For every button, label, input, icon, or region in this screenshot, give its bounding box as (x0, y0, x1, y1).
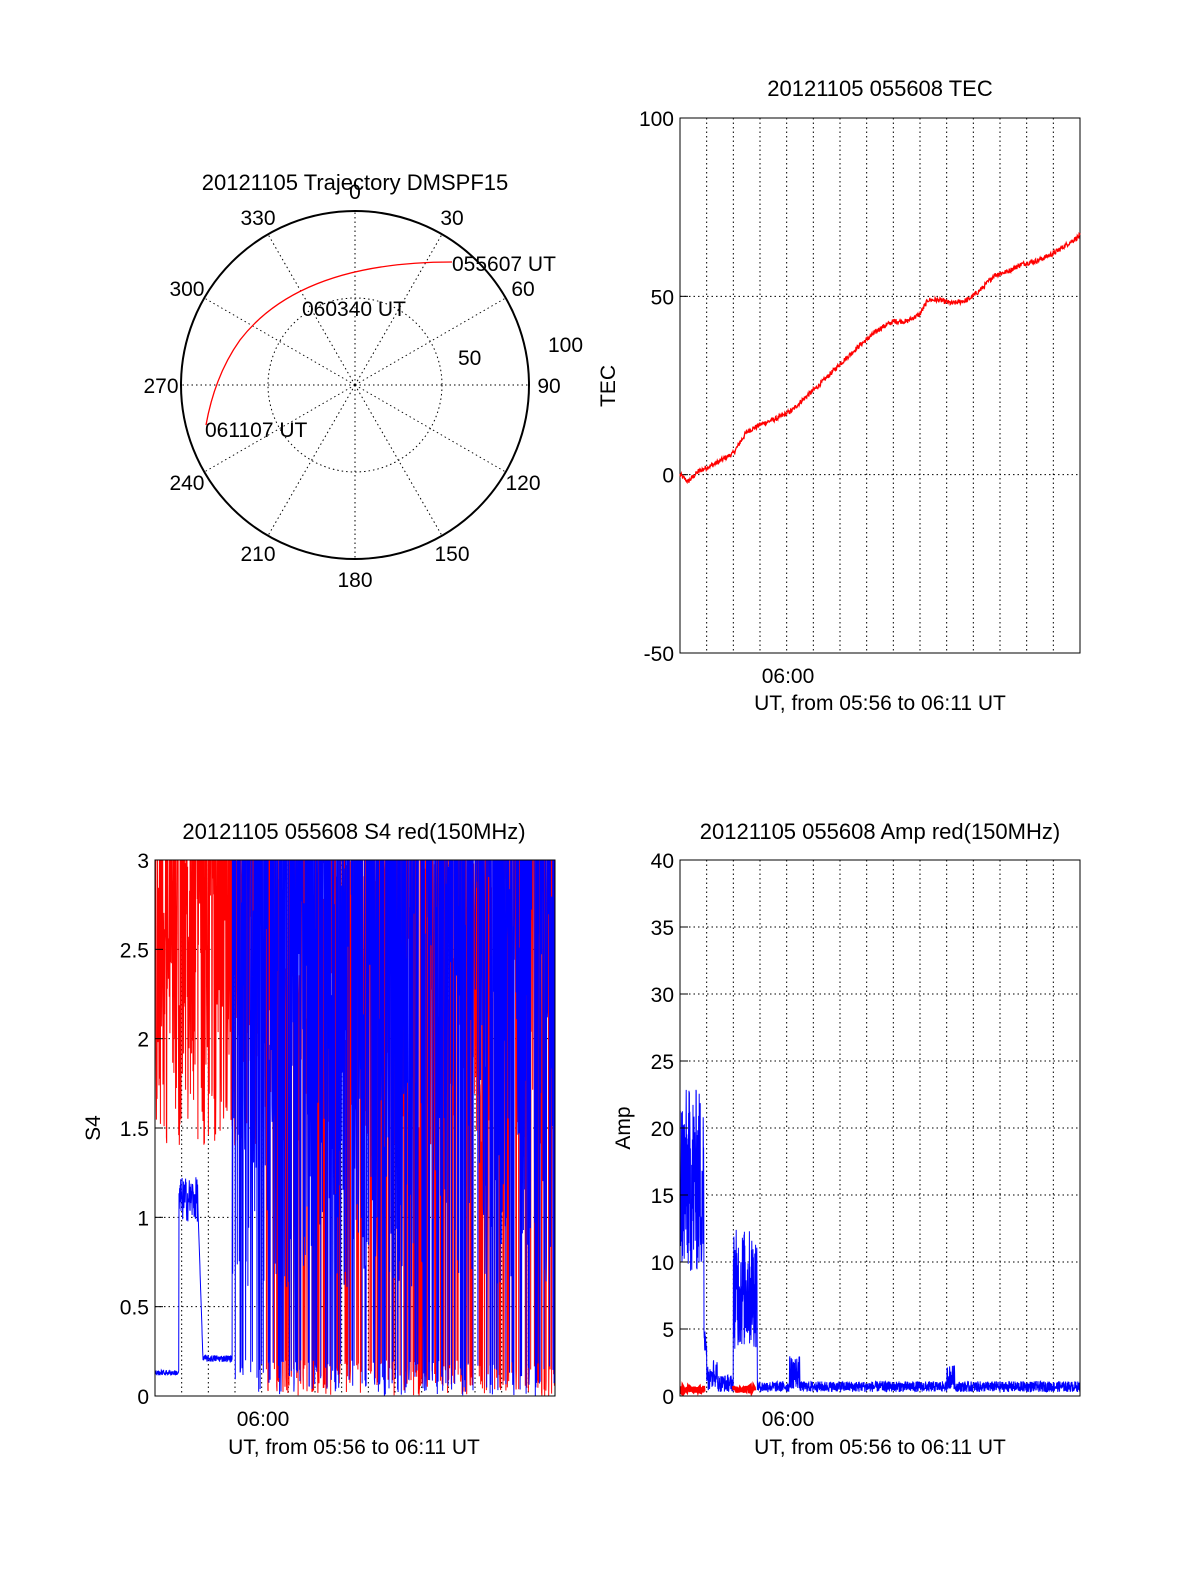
amp-blue-line (680, 1089, 1080, 1393)
y-tick: 20 (651, 1118, 674, 1141)
amp-red-segment (731, 1380, 757, 1396)
amp-ylabel: Amp (612, 1106, 635, 1149)
polar-grid (180, 210, 530, 560)
amp-y-ticks: 0 5 10 15 20 25 30 35 40 (651, 850, 688, 1409)
y-tick: 30 (651, 984, 674, 1007)
polar-annotation-start: 055607 UT (452, 253, 556, 276)
y-tick: 0.5 (120, 1297, 149, 1320)
polar-spoke (267, 234, 356, 386)
tec-ylabel: TEC (597, 365, 620, 407)
polar-azimuth-tick: 60 (511, 278, 534, 301)
polar-azimuth-tick: 240 (169, 472, 204, 495)
s4-red-series (155, 860, 555, 1396)
polar-azimuth-tick: 300 (169, 278, 204, 301)
y-tick: 2.5 (120, 939, 149, 962)
tec-grid (680, 117, 1080, 654)
s4-red-line (155, 860, 555, 1396)
polar-azimuth-tick: 180 (337, 569, 372, 592)
amp-red-segment (680, 1381, 706, 1396)
s4-blue-line (155, 860, 555, 1396)
polar-title: 20121105 Trajectory DMSPF15 (202, 170, 509, 195)
polar-spoke (204, 384, 356, 473)
polar-azimuth-ticks: 0 30 60 90 120 150 180 210 240 270 300 330 (143, 181, 560, 592)
polar-spoke (354, 384, 443, 536)
polar-outer-circle (180, 210, 530, 560)
s4-title: 20121105 055608 S4 red(150MHz) (182, 819, 525, 844)
y-tick: 1 (137, 1207, 149, 1230)
y-tick: 50 (651, 286, 674, 309)
polar-annotation-mid: 060340 UT (302, 298, 406, 321)
tec-x-tick-0600: 06:00 (762, 665, 815, 688)
polar-azimuth-tick: 270 (143, 375, 178, 398)
polar-spoke (204, 297, 356, 386)
tec-y-ticks: -50 0 50 100 (639, 108, 688, 666)
tec-xlabel: UT, from 05:56 to 06:11 UT (754, 692, 1006, 715)
y-tick: -50 (644, 643, 674, 666)
polar-azimuth-tick: 30 (440, 207, 463, 230)
y-tick: 0 (662, 465, 674, 488)
s4-panel: 20121105 055608 S4 red(150MHz) 0 0.5 1 1.5 2… (82, 819, 556, 1459)
tec-title: 20121105 055608 TEC (767, 76, 993, 101)
polar-azimuth-tick: 330 (240, 207, 275, 230)
polar-radial-tick-50: 50 (458, 347, 481, 370)
polar-azimuth-tick: 90 (537, 375, 560, 398)
polar-spoke (354, 234, 443, 386)
amp-blue-series (680, 1089, 1080, 1393)
y-tick: 2 (137, 1029, 149, 1052)
polar-azimuth-tick: 120 (505, 472, 540, 495)
y-tick: 40 (651, 850, 674, 873)
y-tick: 35 (651, 917, 674, 940)
polar-azimuth-tick: 210 (240, 543, 275, 566)
y-tick: 1.5 (120, 1118, 149, 1141)
polar-panel: 20121105 Trajectory DMSPF15 0 30 60 90 120 15… (143, 170, 583, 592)
y-tick: 25 (651, 1051, 674, 1074)
polar-azimuth-tick: 150 (434, 543, 469, 566)
y-tick: 0 (137, 1386, 149, 1409)
y-tick: 3 (137, 850, 149, 873)
tec-panel: 20121105 055608 TEC -50 0 50 100 06:00 UT, … (597, 76, 1081, 715)
amp-title: 20121105 055608 Amp red(150MHz) (700, 819, 1060, 844)
s4-ylabel: S4 (82, 1115, 105, 1141)
y-tick: 100 (639, 108, 674, 131)
y-tick: 0 (662, 1386, 674, 1409)
y-tick: 15 (651, 1185, 674, 1208)
y-tick: 5 (662, 1319, 674, 1342)
amp-panel: 20121105 055608 Amp red(150MHz) 0 5 10 15 20… (612, 819, 1081, 1459)
s4-blue-series (155, 860, 555, 1396)
polar-spoke (267, 384, 356, 536)
polar-azimuth-tick: 0 (349, 181, 361, 204)
y-tick: 10 (651, 1252, 674, 1275)
polar-spoke (354, 384, 506, 473)
s4-x-tick-0600: 06:00 (237, 1408, 290, 1431)
polar-annotation-end: 061107 UT (205, 419, 308, 442)
tec-frame (679, 117, 1081, 654)
tec-series-line (679, 231, 1081, 485)
amp-xlabel: UT, from 05:56 to 06:11 UT (754, 1436, 1006, 1459)
amp-x-tick-0600: 06:00 (762, 1408, 815, 1431)
polar-spoke (354, 297, 506, 386)
s4-y-ticks: 0 0.5 1 1.5 2 2.5 3 (120, 850, 163, 1409)
s4-xlabel: UT, from 05:56 to 06:11 UT (228, 1436, 480, 1459)
polar-trajectory-line (205, 261, 453, 426)
amp-red-series (680, 1380, 757, 1396)
polar-radial-tick-100: 100 (548, 334, 583, 357)
